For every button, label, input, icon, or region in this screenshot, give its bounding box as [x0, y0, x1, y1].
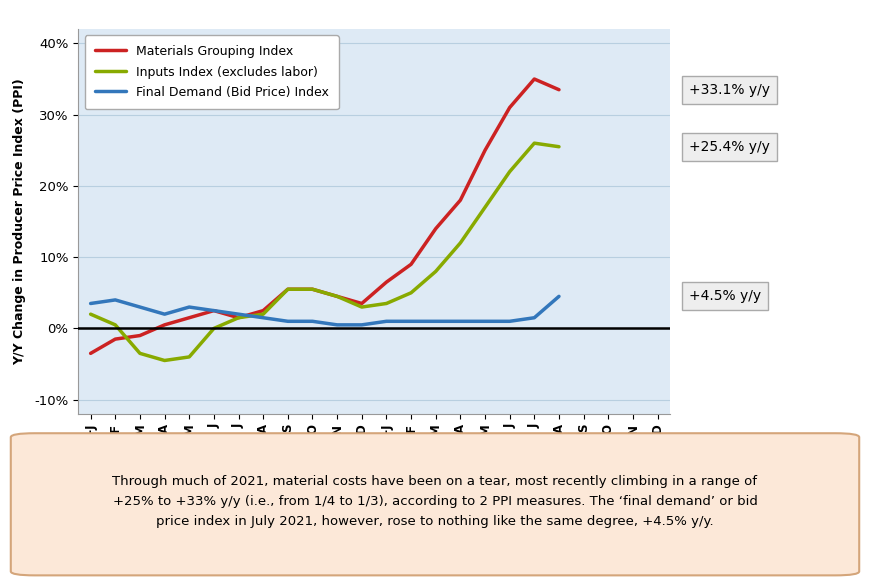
X-axis label: Year & Month: Year & Month — [315, 460, 432, 475]
Materials Grouping Index — [406, 261, 416, 268]
Inputs Index (excludes labor) — [406, 289, 416, 296]
Final Demand (Bid Price) Index — [504, 318, 514, 325]
Final Demand (Bid Price) Index — [257, 314, 268, 321]
Inputs Index (excludes labor) — [356, 304, 367, 311]
Inputs Index (excludes labor) — [430, 268, 441, 275]
Final Demand (Bid Price) Index — [381, 318, 391, 325]
Final Demand (Bid Price) Index — [109, 296, 120, 303]
Line: Materials Grouping Index: Materials Grouping Index — [90, 79, 558, 353]
Materials Grouping Index — [233, 314, 243, 321]
Inputs Index (excludes labor) — [135, 350, 145, 357]
Inputs Index (excludes labor) — [504, 168, 514, 175]
Materials Grouping Index — [257, 307, 268, 314]
Final Demand (Bid Price) Index — [528, 314, 539, 321]
Materials Grouping Index — [332, 293, 342, 300]
Final Demand (Bid Price) Index — [135, 304, 145, 311]
Materials Grouping Index — [109, 336, 120, 343]
Inputs Index (excludes labor) — [257, 311, 268, 318]
Final Demand (Bid Price) Index — [184, 304, 195, 311]
Materials Grouping Index — [159, 321, 169, 328]
Materials Grouping Index — [135, 332, 145, 339]
Materials Grouping Index — [184, 314, 195, 321]
Final Demand (Bid Price) Index — [332, 321, 342, 328]
Final Demand (Bid Price) Index — [406, 318, 416, 325]
Inputs Index (excludes labor) — [209, 325, 219, 332]
Y-axis label: Y/Y Change in Producer Price Index (PPI): Y/Y Change in Producer Price Index (PPI) — [13, 78, 26, 365]
Materials Grouping Index — [454, 196, 465, 203]
Text: +25.4% y/y: +25.4% y/y — [688, 140, 769, 154]
Line: Inputs Index (excludes labor): Inputs Index (excludes labor) — [90, 143, 558, 360]
Materials Grouping Index — [209, 307, 219, 314]
Inputs Index (excludes labor) — [159, 357, 169, 364]
Inputs Index (excludes labor) — [184, 353, 195, 360]
Inputs Index (excludes labor) — [109, 321, 120, 328]
Materials Grouping Index — [282, 286, 293, 293]
Text: +4.5% y/y: +4.5% y/y — [688, 289, 760, 303]
FancyBboxPatch shape — [10, 433, 859, 575]
Inputs Index (excludes labor) — [480, 204, 490, 211]
Legend: Materials Grouping Index, Inputs Index (excludes labor), Final Demand (Bid Price: Materials Grouping Index, Inputs Index (… — [84, 36, 338, 110]
Inputs Index (excludes labor) — [307, 286, 317, 293]
Inputs Index (excludes labor) — [85, 311, 96, 318]
Final Demand (Bid Price) Index — [430, 318, 441, 325]
Materials Grouping Index — [528, 76, 539, 83]
Final Demand (Bid Price) Index — [480, 318, 490, 325]
Final Demand (Bid Price) Index — [159, 311, 169, 318]
Final Demand (Bid Price) Index — [85, 300, 96, 307]
Final Demand (Bid Price) Index — [233, 311, 243, 318]
Inputs Index (excludes labor) — [332, 293, 342, 300]
Inputs Index (excludes labor) — [528, 140, 539, 147]
Inputs Index (excludes labor) — [381, 300, 391, 307]
Final Demand (Bid Price) Index — [282, 318, 293, 325]
Line: Final Demand (Bid Price) Index: Final Demand (Bid Price) Index — [90, 296, 558, 325]
Final Demand (Bid Price) Index — [307, 318, 317, 325]
Materials Grouping Index — [430, 225, 441, 232]
Materials Grouping Index — [381, 279, 391, 286]
Final Demand (Bid Price) Index — [356, 321, 367, 328]
Text: +33.1% y/y: +33.1% y/y — [688, 83, 769, 97]
Final Demand (Bid Price) Index — [454, 318, 465, 325]
Materials Grouping Index — [553, 86, 563, 93]
Materials Grouping Index — [504, 104, 514, 111]
Text: Through much of 2021, material costs have been on a tear, most recently climbing: Through much of 2021, material costs hav… — [112, 475, 757, 528]
Materials Grouping Index — [85, 350, 96, 357]
Inputs Index (excludes labor) — [454, 240, 465, 247]
Inputs Index (excludes labor) — [282, 286, 293, 293]
Inputs Index (excludes labor) — [233, 314, 243, 321]
Final Demand (Bid Price) Index — [209, 307, 219, 314]
Final Demand (Bid Price) Index — [553, 293, 563, 300]
Materials Grouping Index — [307, 286, 317, 293]
Materials Grouping Index — [480, 147, 490, 154]
Inputs Index (excludes labor) — [553, 143, 563, 150]
Materials Grouping Index — [356, 300, 367, 307]
